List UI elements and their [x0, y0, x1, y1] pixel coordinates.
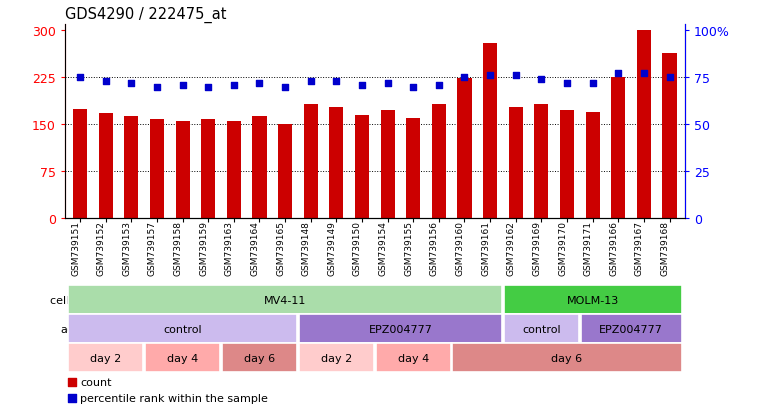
- Bar: [406, 119, 420, 219]
- Bar: [508, 107, 523, 219]
- Bar: [150, 120, 164, 219]
- Point: [458, 75, 470, 81]
- Point: [126, 80, 138, 87]
- Point: [612, 71, 624, 78]
- Text: GSM739161: GSM739161: [481, 221, 490, 276]
- Bar: [611, 78, 626, 219]
- Text: GSM739163: GSM739163: [224, 221, 234, 276]
- Text: GSM739164: GSM739164: [250, 221, 260, 276]
- Text: GSM739168: GSM739168: [661, 221, 670, 276]
- Text: GSM739152: GSM739152: [97, 221, 106, 276]
- Point: [638, 71, 650, 78]
- Bar: [330, 107, 343, 219]
- Bar: [560, 111, 574, 219]
- Bar: [227, 122, 241, 219]
- Text: GSM739165: GSM739165: [276, 221, 285, 276]
- Bar: [663, 54, 677, 219]
- Point: [664, 75, 676, 81]
- Text: GSM739171: GSM739171: [584, 221, 593, 276]
- Bar: [431, 105, 446, 219]
- Text: day 6: day 6: [244, 353, 275, 363]
- Text: GSM739158: GSM739158: [174, 221, 183, 276]
- Text: GSM739155: GSM739155: [404, 221, 413, 276]
- Point: [253, 80, 266, 87]
- Bar: [355, 116, 369, 219]
- Point: [356, 82, 368, 89]
- Bar: [457, 79, 472, 219]
- Bar: [483, 43, 497, 219]
- Point: [228, 82, 240, 89]
- Text: GSM739166: GSM739166: [610, 221, 618, 276]
- Text: GSM739160: GSM739160: [456, 221, 464, 276]
- Point: [561, 80, 573, 87]
- Bar: [176, 122, 189, 219]
- Bar: [380, 111, 395, 219]
- Bar: [585, 112, 600, 219]
- Text: day 2: day 2: [90, 353, 121, 363]
- Point: [100, 78, 112, 85]
- Text: GDS4290 / 222475_at: GDS4290 / 222475_at: [65, 7, 226, 24]
- Point: [433, 82, 445, 89]
- Point: [436, 292, 448, 299]
- Text: GSM739162: GSM739162: [507, 221, 516, 276]
- Text: day 6: day 6: [552, 353, 583, 363]
- Text: GSM739148: GSM739148: [301, 221, 310, 276]
- Text: GSM739157: GSM739157: [148, 221, 157, 276]
- Text: agent: agent: [61, 324, 93, 334]
- Text: GSM739159: GSM739159: [199, 221, 209, 276]
- Text: GSM739149: GSM739149: [327, 221, 336, 276]
- Point: [151, 84, 163, 91]
- Text: cell line: cell line: [50, 295, 93, 305]
- Text: GSM739151: GSM739151: [71, 221, 80, 276]
- Text: GSM739156: GSM739156: [430, 221, 439, 276]
- Point: [74, 75, 86, 81]
- Point: [381, 80, 393, 87]
- Bar: [99, 114, 113, 219]
- Point: [407, 84, 419, 91]
- Text: GSM739167: GSM739167: [635, 221, 644, 276]
- Bar: [201, 120, 215, 219]
- Text: day 4: day 4: [397, 353, 429, 363]
- Text: EPZ004777: EPZ004777: [368, 324, 432, 334]
- Point: [587, 80, 599, 87]
- Text: control: control: [522, 324, 561, 334]
- Text: GSM739170: GSM739170: [558, 221, 567, 276]
- Text: GSM739169: GSM739169: [533, 221, 541, 276]
- Bar: [278, 125, 292, 219]
- Text: day 2: day 2: [320, 353, 352, 363]
- Bar: [253, 117, 266, 219]
- Text: day 4: day 4: [167, 353, 198, 363]
- Point: [279, 84, 291, 91]
- Bar: [124, 117, 139, 219]
- Bar: [637, 31, 651, 219]
- Text: control: control: [164, 324, 202, 334]
- Point: [535, 76, 547, 83]
- Text: GSM739150: GSM739150: [353, 221, 362, 276]
- Point: [304, 78, 317, 85]
- Text: MV4-11: MV4-11: [264, 295, 306, 305]
- Text: percentile rank within the sample: percentile rank within the sample: [80, 394, 268, 404]
- Bar: [73, 109, 87, 219]
- Text: EPZ004777: EPZ004777: [599, 324, 663, 334]
- Text: time: time: [68, 353, 93, 363]
- Text: GSM739154: GSM739154: [379, 221, 387, 276]
- Text: count: count: [80, 377, 112, 387]
- Point: [510, 73, 522, 79]
- Point: [436, 144, 448, 150]
- Point: [202, 84, 215, 91]
- Point: [177, 82, 189, 89]
- Text: GSM739153: GSM739153: [123, 221, 132, 276]
- Bar: [534, 104, 549, 219]
- Point: [330, 78, 342, 85]
- Bar: [304, 105, 318, 219]
- Text: MOLM-13: MOLM-13: [566, 295, 619, 305]
- Point: [484, 73, 496, 79]
